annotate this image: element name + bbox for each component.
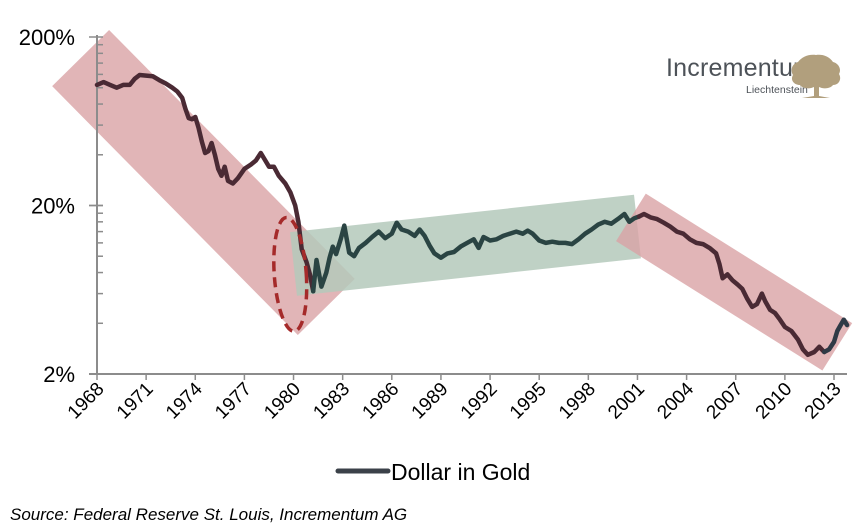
x-tick-label: 1989 bbox=[408, 379, 453, 424]
x-tick-label: 1995 bbox=[506, 379, 551, 424]
series-dollar-in-gold bbox=[94, 72, 850, 358]
trend-band-decline-0 bbox=[52, 29, 355, 336]
incrementum-logo: Incrementum Liechtenstein bbox=[666, 50, 855, 110]
x-tick-label: 1998 bbox=[555, 379, 600, 424]
series-line-recent bbox=[821, 317, 850, 355]
x-tick-label: 1992 bbox=[457, 379, 502, 424]
x-tick-label: 1977 bbox=[211, 379, 256, 424]
x-tick-label: 1983 bbox=[309, 379, 354, 424]
x-tick-label: 2004 bbox=[653, 378, 698, 423]
tree-icon bbox=[791, 54, 841, 98]
annotation-layer bbox=[272, 215, 309, 334]
y-tick-label: 2% bbox=[43, 362, 75, 387]
x-tick-label: 1971 bbox=[113, 379, 158, 424]
x-tick-label: 2010 bbox=[752, 379, 797, 424]
x-tick-label: 2001 bbox=[604, 379, 649, 424]
logo-name: Incrementum bbox=[666, 54, 815, 82]
chart: 200% 20% 2% 1968 1971 1974 1977 1980 1983 1986 19… bbox=[19, 25, 853, 485]
x-tick-label: 2007 bbox=[703, 379, 748, 424]
source-note: Source: Federal Reserve St. Louis, Incre… bbox=[10, 505, 408, 524]
y-tick-label: 20% bbox=[31, 194, 75, 219]
legend-label: Dollar in Gold bbox=[391, 459, 530, 485]
axes bbox=[89, 35, 847, 380]
logo-subtitle: Liechtenstein bbox=[746, 84, 808, 96]
series-line-sideways-1980-2001 bbox=[310, 211, 642, 294]
x-tick-label: 2013 bbox=[801, 379, 846, 424]
turning-point-ellipse bbox=[272, 215, 309, 334]
series-line-decline-2001-2012 bbox=[636, 211, 827, 358]
x-tick-label: 1980 bbox=[260, 379, 305, 424]
x-axis-tick-labels: 1968 1971 1974 1977 1980 1983 1986 1989 1992 1995… bbox=[64, 378, 846, 423]
x-tick-label: 1974 bbox=[162, 378, 207, 423]
x-tick-label: 1986 bbox=[359, 379, 404, 424]
legend: Dollar in Gold bbox=[335, 459, 530, 485]
y-tick-label: 200% bbox=[19, 25, 75, 50]
series-line-decline-1968-1980 bbox=[94, 72, 316, 294]
y-axis-tick-labels: 200% 20% 2% bbox=[19, 25, 75, 387]
